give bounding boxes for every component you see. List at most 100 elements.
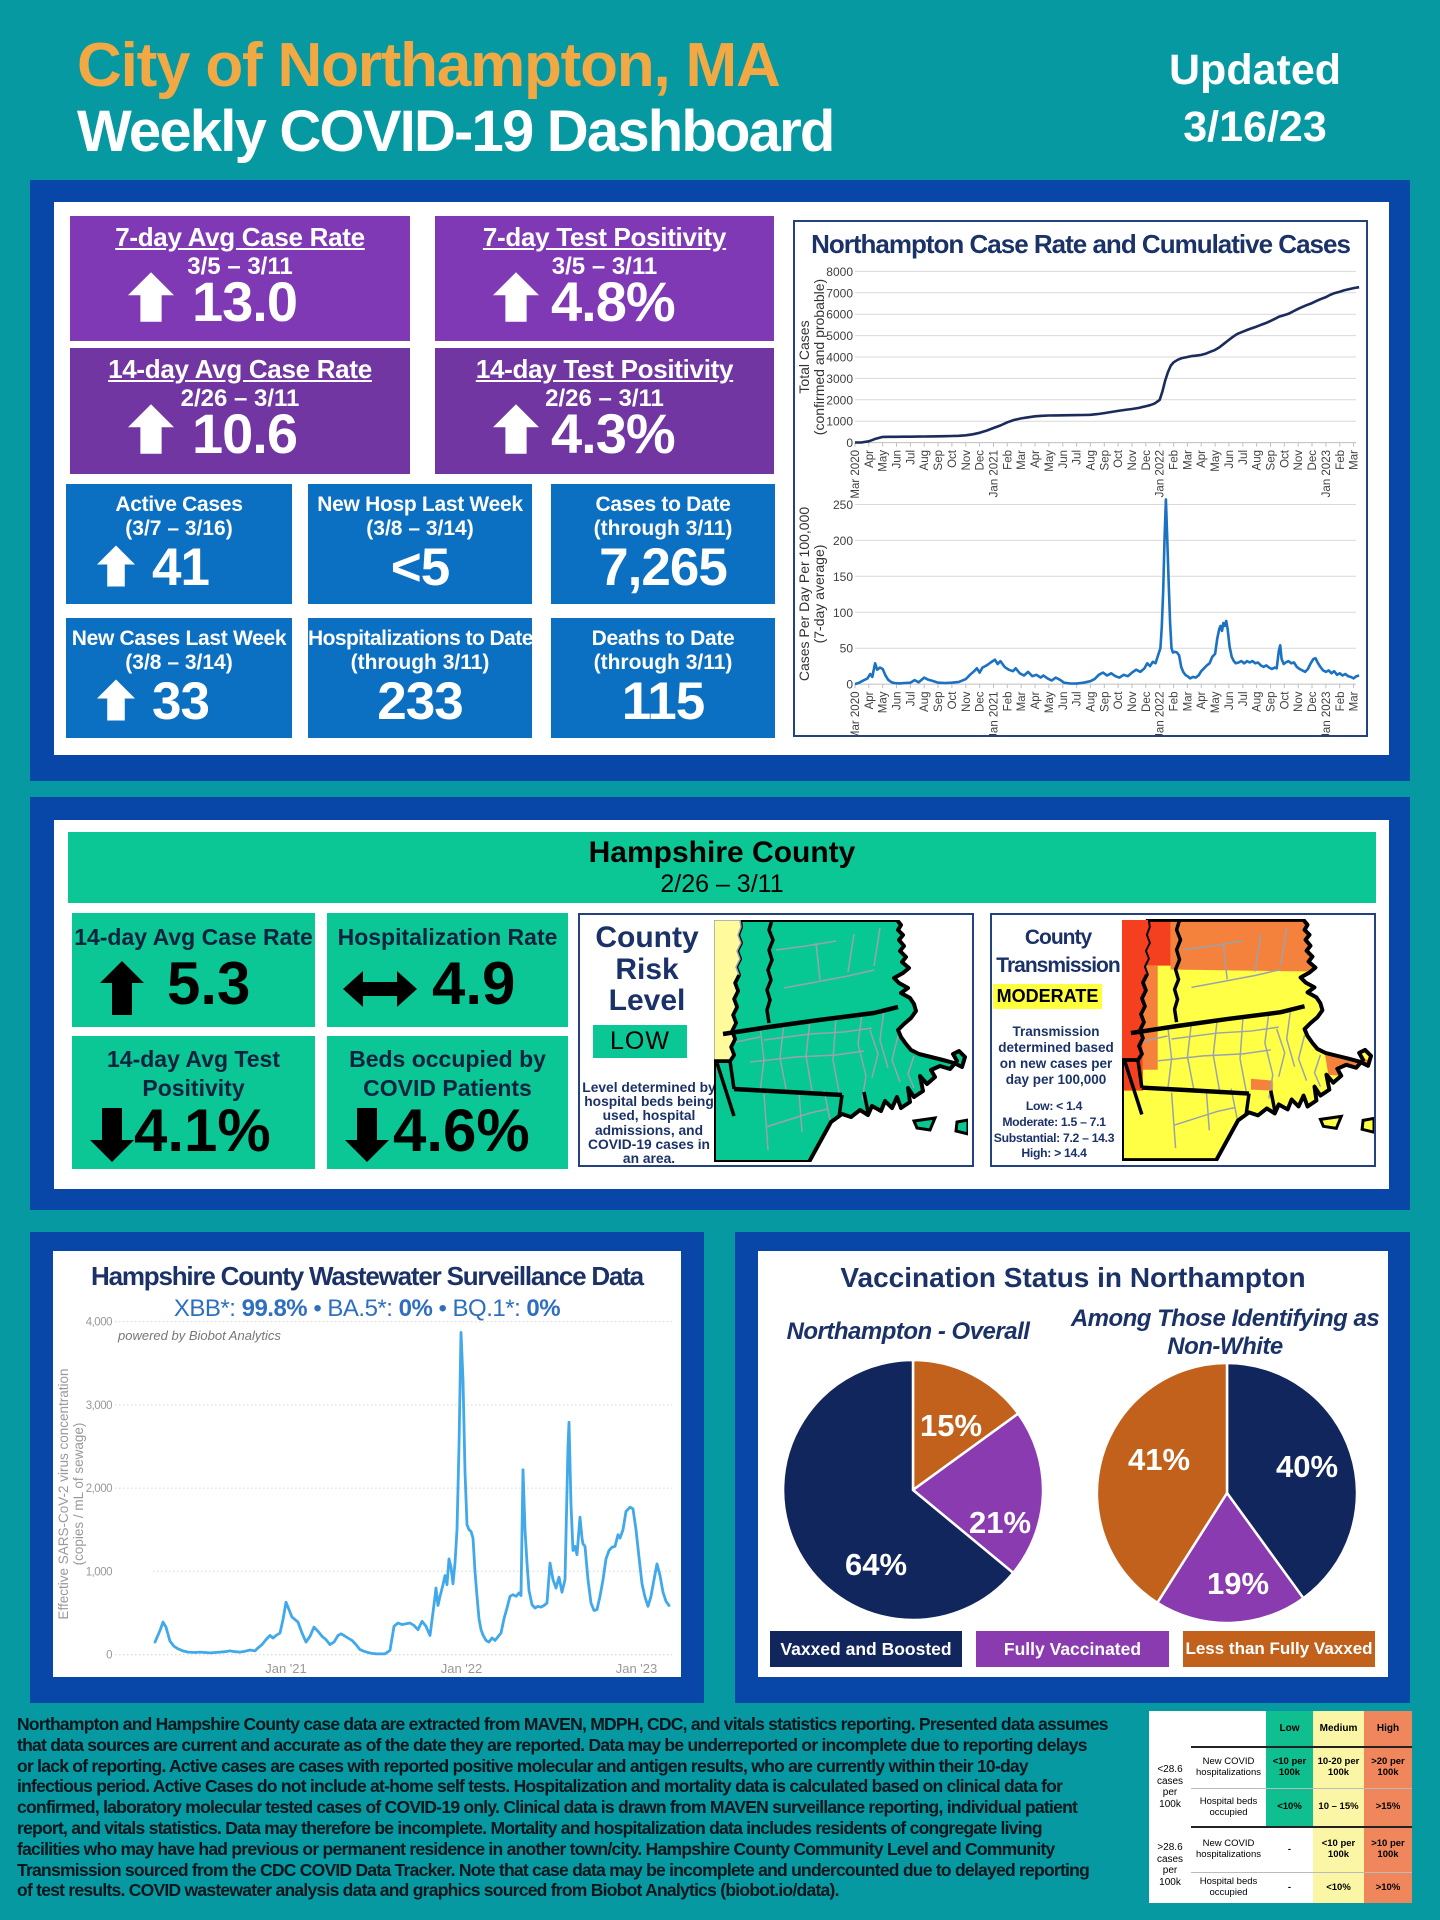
svg-text:40%: 40%: [1276, 1449, 1338, 1484]
svg-text:Feb: Feb: [1169, 450, 1181, 470]
svg-text:Apr: Apr: [1030, 450, 1042, 468]
svg-text:Cases Per Day Per 100,000: Cases Per Day Per 100,000: [796, 507, 812, 682]
svg-text:41%: 41%: [1128, 1442, 1190, 1477]
svg-text:Mar 2020: Mar 2020: [850, 450, 862, 499]
svg-text:Aug: Aug: [1085, 692, 1097, 712]
svg-text:4,000: 4,000: [86, 1317, 112, 1329]
svg-text:2000: 2000: [826, 393, 853, 407]
svg-text:Dec: Dec: [975, 691, 987, 712]
svg-text:Mar: Mar: [1016, 450, 1028, 470]
svg-text:Oct: Oct: [1279, 449, 1291, 468]
svg-text:Jan 2022: Jan 2022: [1155, 450, 1167, 497]
svg-text:0: 0: [846, 436, 853, 450]
svg-text:(copies / mL of sewage): (copies / mL of sewage): [71, 1423, 86, 1566]
svg-text:Jan 2023: Jan 2023: [1321, 692, 1333, 738]
svg-text:150: 150: [833, 570, 853, 584]
svg-text:Jun: Jun: [1058, 692, 1070, 711]
svg-text:Oct: Oct: [1279, 691, 1291, 710]
svg-text:0: 0: [106, 1650, 112, 1662]
svg-text:64%: 64%: [845, 1547, 907, 1582]
svg-text:4000: 4000: [826, 351, 853, 365]
svg-text:5000: 5000: [826, 329, 853, 343]
svg-text:Feb: Feb: [1002, 692, 1014, 712]
svg-text:Nov: Nov: [1293, 691, 1305, 712]
svg-text:May: May: [878, 450, 890, 472]
svg-text:Mar: Mar: [1349, 450, 1361, 470]
svg-text:1,000: 1,000: [86, 1566, 112, 1578]
svg-text:May: May: [1210, 691, 1222, 713]
svg-text:Dec: Dec: [1141, 691, 1153, 712]
svg-text:Jan 2023: Jan 2023: [1321, 450, 1333, 497]
svg-text:May: May: [1210, 450, 1222, 472]
svg-text:15%: 15%: [920, 1408, 982, 1443]
svg-text:Dec: Dec: [1307, 450, 1319, 471]
svg-text:7000: 7000: [826, 286, 853, 300]
svg-text:Mar: Mar: [1182, 691, 1194, 711]
svg-text:Jul: Jul: [905, 692, 917, 707]
svg-text:Aug: Aug: [919, 450, 931, 470]
svg-text:Effective SARS-CoV-2 virus con: Effective SARS-CoV-2 virus concentration: [56, 1368, 71, 1619]
svg-text:Apr: Apr: [1030, 691, 1042, 709]
svg-text:3000: 3000: [826, 372, 853, 386]
svg-text:19%: 19%: [1207, 1566, 1269, 1601]
svg-text:Apr: Apr: [1196, 450, 1208, 468]
svg-text:21%: 21%: [969, 1505, 1031, 1540]
svg-text:Oct: Oct: [1113, 691, 1125, 710]
svg-text:Jun: Jun: [1224, 692, 1236, 711]
svg-text:Jul: Jul: [1072, 450, 1084, 465]
svg-text:Nov: Nov: [961, 691, 973, 712]
svg-text:3,000: 3,000: [86, 1400, 112, 1412]
svg-text:Mar: Mar: [1349, 691, 1361, 711]
svg-text:Jan '21: Jan '21: [265, 1661, 307, 1676]
svg-text:8000: 8000: [826, 265, 853, 279]
svg-text:Aug: Aug: [919, 692, 931, 712]
svg-text:Sep: Sep: [1266, 450, 1278, 470]
svg-text:Oct: Oct: [947, 691, 959, 710]
svg-text:(confirmed and probable): (confirmed and probable): [811, 279, 827, 435]
svg-text:Feb: Feb: [1335, 450, 1347, 470]
svg-text:Jul: Jul: [1072, 692, 1084, 707]
svg-text:Mar: Mar: [1016, 691, 1028, 711]
svg-text:Sep: Sep: [1099, 450, 1111, 470]
svg-text:May: May: [1044, 450, 1056, 472]
svg-text:Jan 2021: Jan 2021: [989, 450, 1001, 497]
svg-text:6000: 6000: [826, 308, 853, 322]
svg-text:Jul: Jul: [905, 450, 917, 465]
svg-text:May: May: [1044, 691, 1056, 713]
svg-text:Jul: Jul: [1238, 450, 1250, 465]
svg-text:Feb: Feb: [1002, 450, 1014, 470]
svg-text:Mar: Mar: [1182, 450, 1194, 470]
svg-text:Dec: Dec: [1141, 450, 1153, 471]
svg-text:Jul: Jul: [1238, 692, 1250, 707]
svg-text:Sep: Sep: [1266, 692, 1278, 712]
svg-text:Apr: Apr: [864, 691, 876, 709]
svg-text:Jan 2021: Jan 2021: [989, 692, 1001, 738]
svg-text:Nov: Nov: [1127, 691, 1139, 712]
svg-text:1000: 1000: [826, 415, 853, 429]
svg-text:Total Cases: Total Cases: [796, 320, 812, 393]
svg-text:Jun: Jun: [1058, 450, 1070, 469]
svg-text:(7-day average): (7-day average): [811, 545, 827, 644]
svg-text:Jan '22: Jan '22: [441, 1661, 483, 1676]
svg-text:Nov: Nov: [1127, 450, 1139, 471]
svg-text:250: 250: [833, 498, 853, 512]
svg-text:0: 0: [846, 678, 853, 692]
svg-text:Aug: Aug: [1085, 450, 1097, 470]
svg-text:Nov: Nov: [961, 450, 973, 471]
svg-text:May: May: [878, 691, 890, 713]
svg-text:Aug: Aug: [1252, 450, 1264, 470]
svg-text:Feb: Feb: [1169, 692, 1181, 712]
svg-text:Sep: Sep: [933, 450, 945, 470]
svg-text:powered by Biobot Analytics: powered by Biobot Analytics: [117, 1328, 281, 1343]
svg-text:Feb: Feb: [1335, 692, 1347, 712]
svg-text:Oct: Oct: [947, 449, 959, 468]
svg-text:100: 100: [833, 606, 853, 620]
svg-text:Sep: Sep: [1099, 692, 1111, 712]
svg-text:Oct: Oct: [1113, 449, 1125, 468]
svg-text:Aug: Aug: [1252, 692, 1264, 712]
svg-text:Dec: Dec: [975, 450, 987, 471]
svg-text:Jun: Jun: [892, 692, 904, 711]
svg-text:Jan 2022: Jan 2022: [1155, 692, 1167, 738]
svg-text:Jun: Jun: [892, 450, 904, 469]
svg-text:200: 200: [833, 534, 853, 548]
